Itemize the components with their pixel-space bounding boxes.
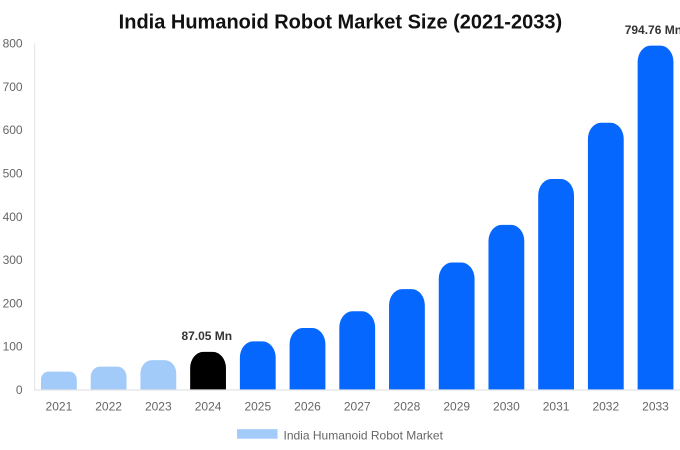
svg-text:87.05 Mn: 87.05 Mn [181,329,232,343]
svg-text:2026: 2026 [294,400,321,414]
svg-text:200: 200 [3,296,23,310]
svg-text:2032: 2032 [592,400,619,414]
svg-text:2029: 2029 [443,400,470,414]
svg-text:800: 800 [3,37,23,51]
svg-text:600: 600 [3,123,23,137]
svg-text:300: 300 [3,253,23,267]
svg-text:India Humanoid Robot Market Si: India Humanoid Robot Market Size (2021-2… [119,12,562,34]
svg-text:2030: 2030 [493,400,520,414]
svg-text:2023: 2023 [145,400,172,414]
svg-text:2024: 2024 [195,400,222,414]
svg-text:2031: 2031 [543,400,570,414]
svg-text:700: 700 [3,80,23,94]
svg-text:2022: 2022 [95,400,122,414]
svg-text:2027: 2027 [344,400,371,414]
svg-text:400: 400 [3,210,23,224]
svg-text:2025: 2025 [244,400,271,414]
svg-text:500: 500 [3,167,23,181]
svg-text:2021: 2021 [46,400,73,414]
svg-text:100: 100 [3,340,23,354]
svg-text:794.76 Mn: 794.76 Mn [625,23,680,37]
svg-text:2033: 2033 [642,400,669,414]
svg-text:2028: 2028 [394,400,421,414]
svg-text:India Humanoid Robot Market: India Humanoid Robot Market [284,428,444,442]
svg-text:0: 0 [16,383,23,397]
